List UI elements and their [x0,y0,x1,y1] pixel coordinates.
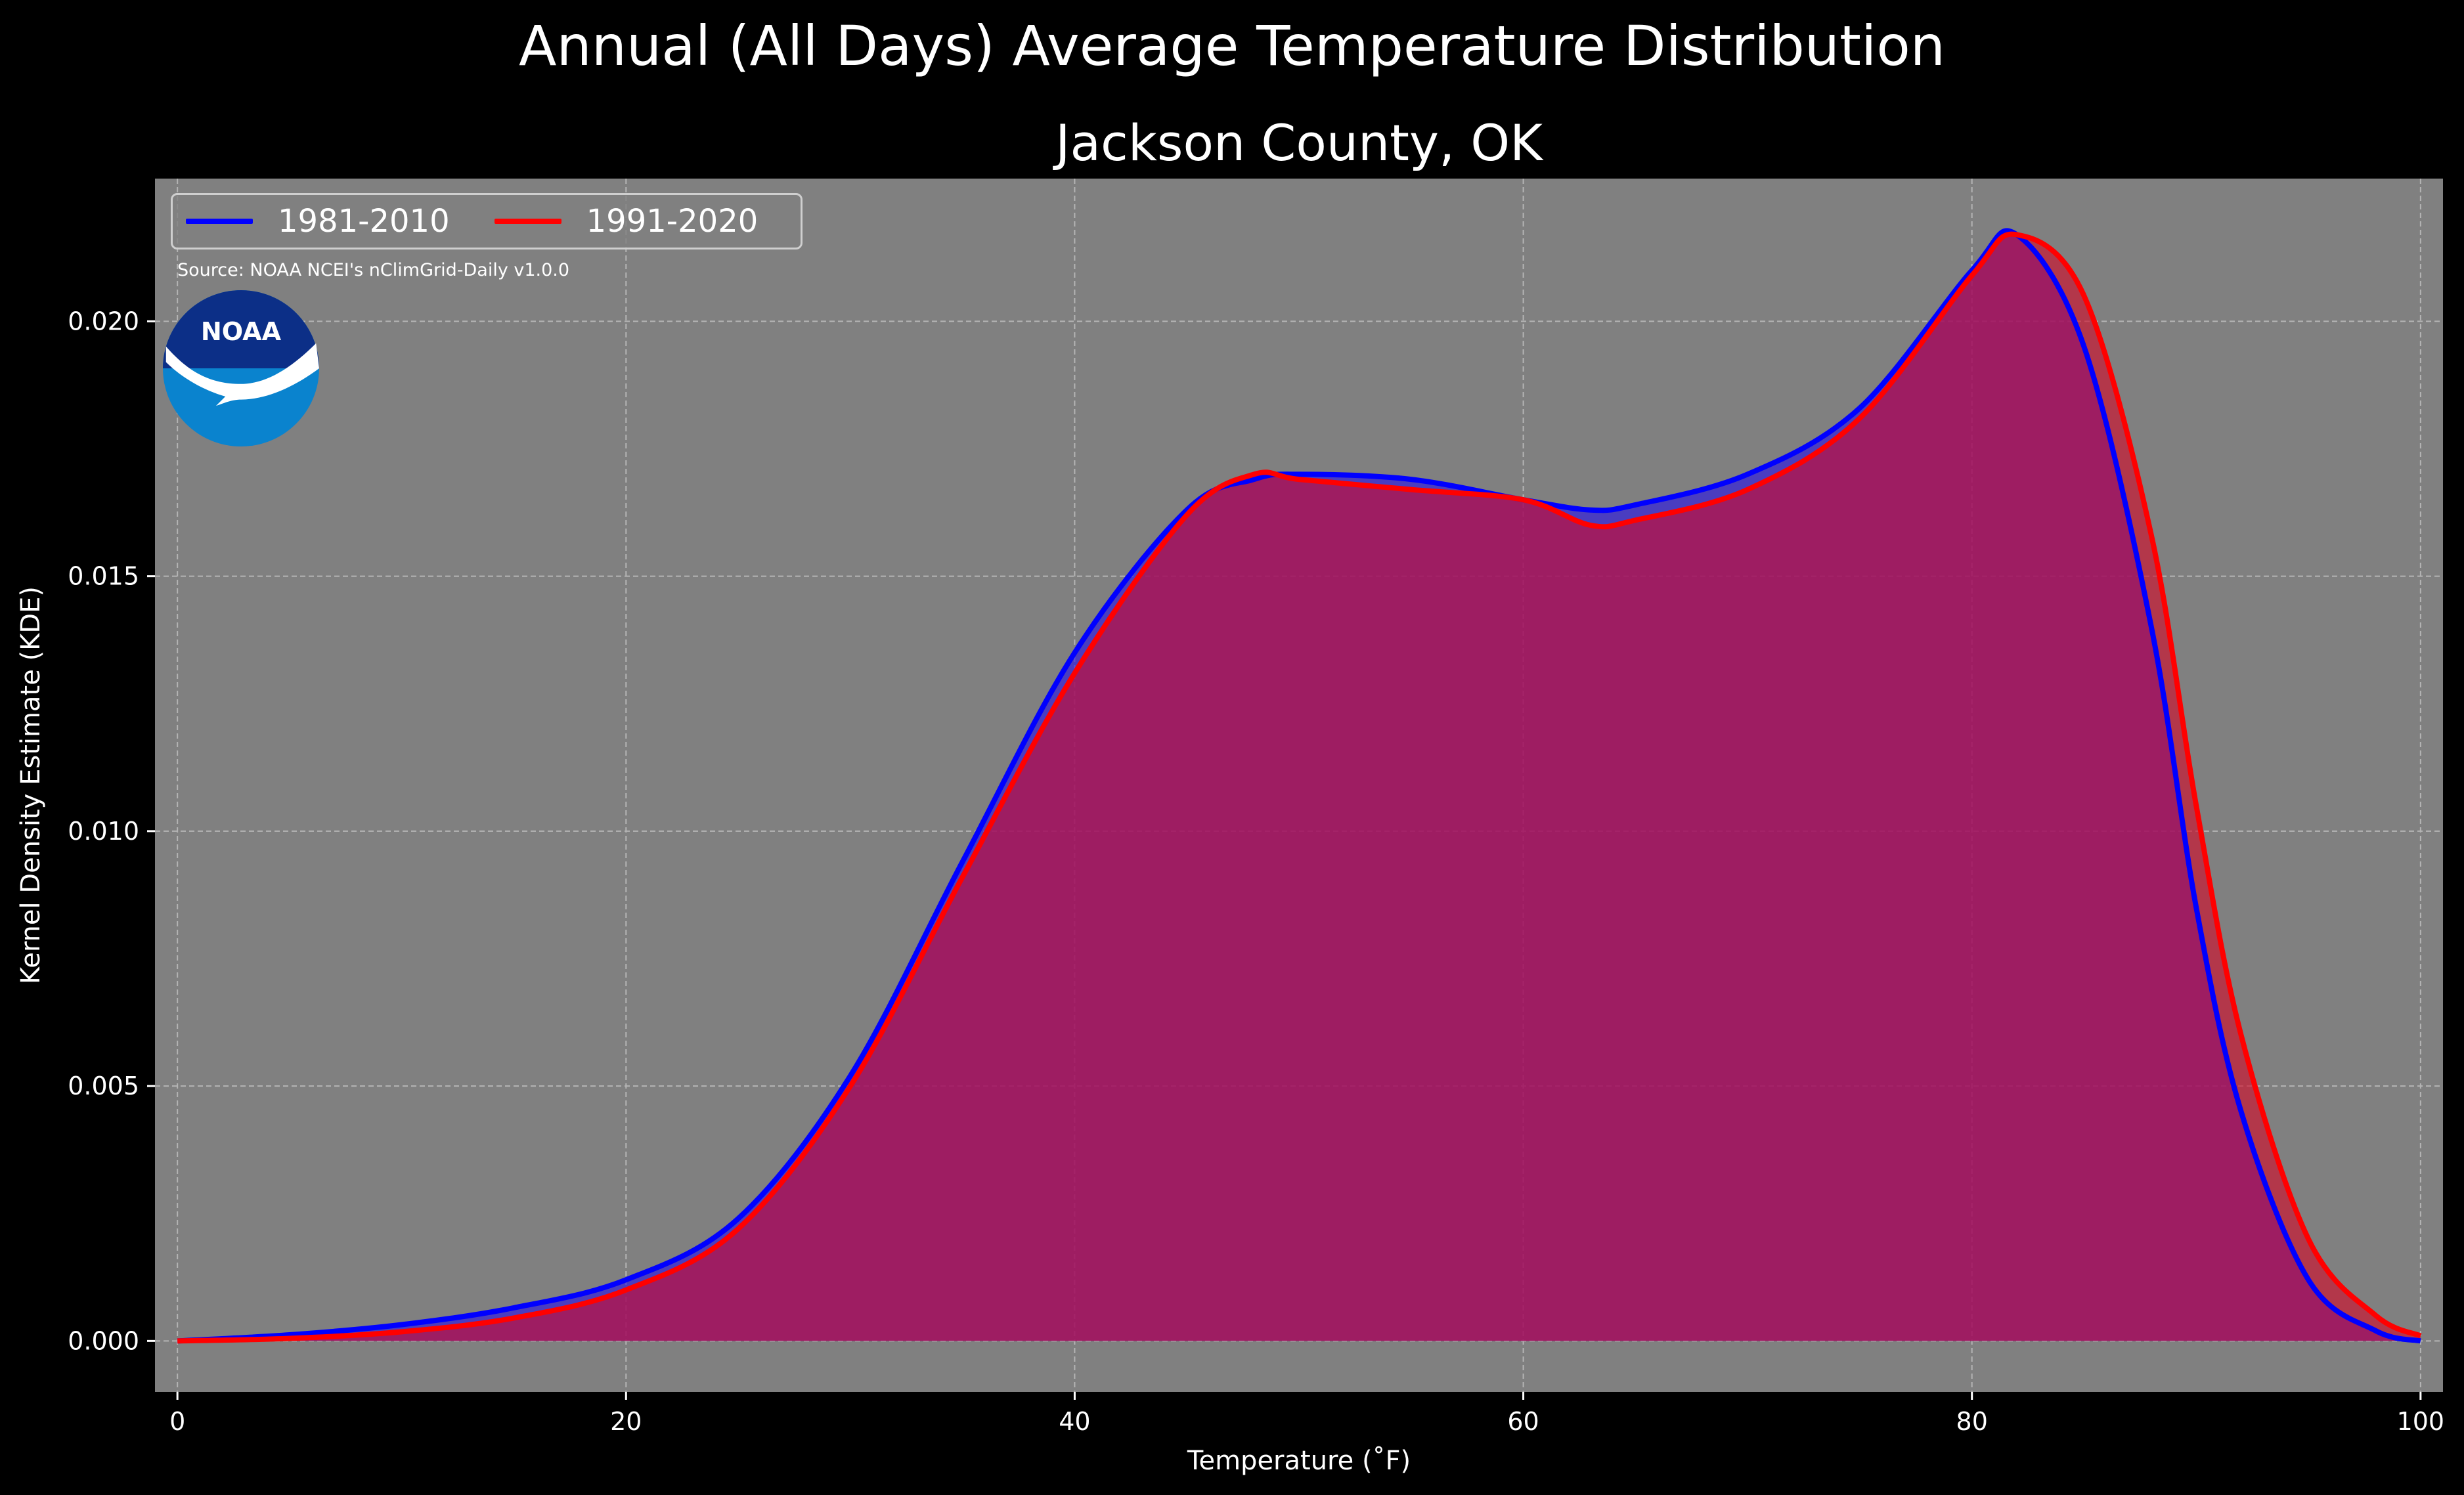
source-note: Source: NOAA NCEI's nClimGrid-Daily v1.0… [177,260,570,280]
x-tick-label: 80 [1956,1407,1988,1436]
y-axis-label: Kernel Density Estimate (KDE) [16,586,46,984]
x-tick-label: 40 [1059,1407,1090,1436]
x-axis-ticks: 0 20 40 60 80 100 [169,1392,2444,1436]
series-line-1991-2020 [177,231,2422,1344]
y-tick-label: 0.010 [68,817,139,846]
x-tick-label: 60 [1507,1407,1539,1436]
x-axis-label: Temperature (˚F) [1187,1446,1411,1476]
chart-suptitle: Annual (All Days) Average Temperature Di… [519,14,1945,78]
legend-label: 1981-2010 [278,203,450,240]
legend-item-1991-2020: 1991-2020 [494,203,759,240]
legend-swatch-blue [186,219,253,224]
y-axis-ticks: 0.000 0.005 0.010 0.015 0.020 [68,307,155,1355]
x-tick-label: 100 [2397,1407,2445,1436]
noaa-logo-icon: NOAA [163,290,319,446]
y-tick-label: 0.020 [68,307,139,336]
x-tick-label: 20 [610,1407,642,1436]
legend: 1981-2010 1991-2020 [171,193,803,249]
legend-item-1981-2010: 1981-2010 [186,203,450,240]
x-tick-label: 0 [169,1407,185,1436]
legend-swatch-red [494,219,561,224]
series-area-1991-2020 [177,234,2421,1341]
y-tick-label: 0.005 [68,1072,139,1100]
y-tick-label: 0.000 [68,1326,139,1355]
series-areas [177,230,2421,1341]
y-tick-label: 0.015 [68,562,139,591]
noaa-logo-text: NOAA [201,317,282,346]
chart-title: Jackson County, OK [1055,114,1543,172]
series-lines [177,228,2422,1344]
legend-label: 1991-2020 [586,203,759,240]
